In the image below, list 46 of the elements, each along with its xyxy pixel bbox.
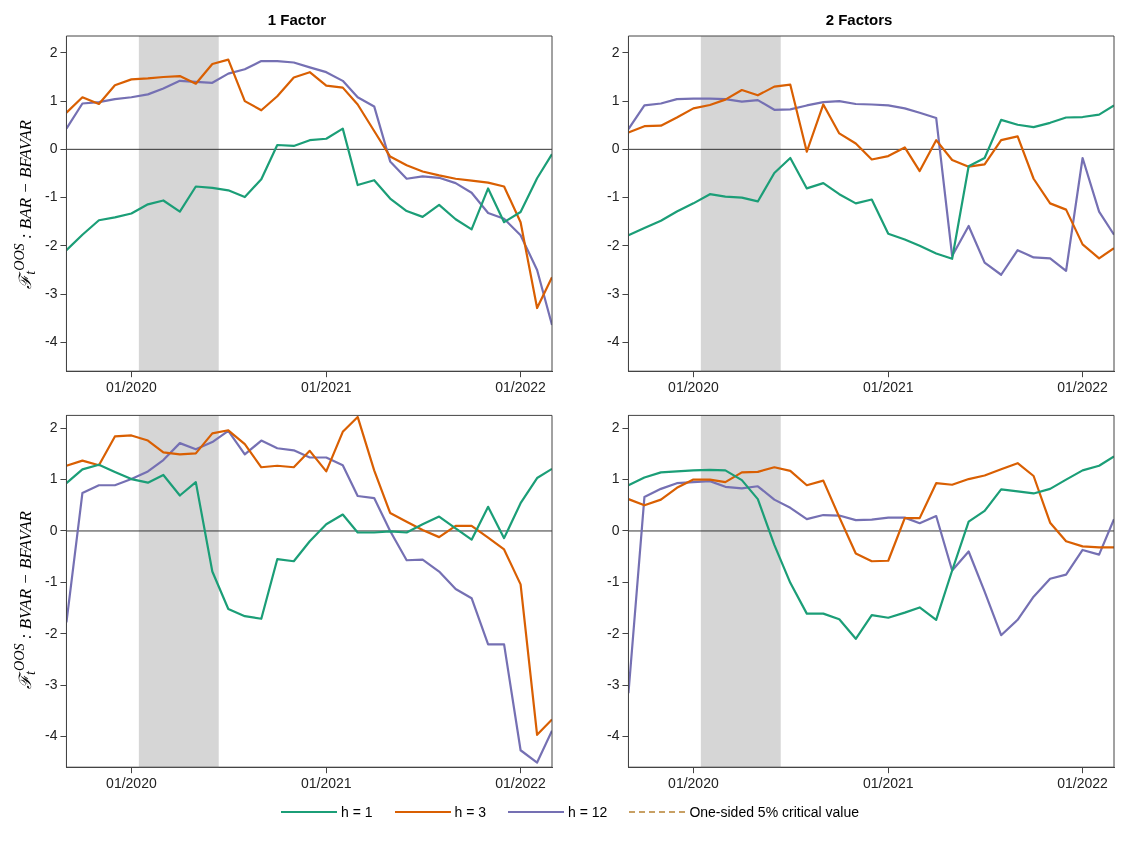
y-tick-label: 1 <box>611 470 620 487</box>
x-tick-label: 01/2022 <box>495 379 547 396</box>
x-tick-label: 01/2020 <box>106 775 157 792</box>
x-tick-label: 01/2021 <box>300 775 352 792</box>
y-tick-label: -2 <box>607 624 620 641</box>
legend-label: h = 1 <box>340 804 373 820</box>
x-tick-label: 01/2022 <box>495 775 547 792</box>
legend-label: h = 12 <box>568 804 608 820</box>
y-tick-label: -1 <box>45 188 58 205</box>
y-tick-label: -1 <box>45 573 58 590</box>
y-tick-label: -3 <box>607 675 620 692</box>
legend-label: One-sided 5% critical value <box>689 804 860 820</box>
y-tick-label: 2 <box>49 419 58 436</box>
y-tick-label: 0 <box>611 521 620 538</box>
y-tick-label: 2 <box>611 43 620 60</box>
y-tick-label: 1 <box>611 91 620 108</box>
x-tick-label: 01/2020 <box>668 379 719 396</box>
y-tick-label: -4 <box>607 727 620 744</box>
x-tick-label: 01/2021 <box>862 379 914 396</box>
chart-title: 1 Factor <box>267 11 327 29</box>
y-tick-label: -2 <box>45 236 58 253</box>
y-tick-label: -1 <box>607 188 620 205</box>
y-tick-label: 0 <box>49 521 58 538</box>
y-tick-label: 1 <box>49 91 58 108</box>
y-tick-label: -2 <box>45 624 58 641</box>
y-tick-label: -3 <box>607 284 620 301</box>
y-tick-label: -2 <box>607 236 620 253</box>
y-tick-label: -1 <box>607 573 620 590</box>
legend-label: h = 3 <box>454 804 487 820</box>
chart-title: 2 Factors <box>825 11 893 29</box>
y-tick-label: -3 <box>45 284 58 301</box>
y-tick-label: -4 <box>45 333 58 350</box>
y-tick-label: 0 <box>49 140 58 157</box>
y-tick-label: 0 <box>611 140 620 157</box>
y-tick-label: -4 <box>45 727 58 744</box>
x-tick-label: 01/2020 <box>668 775 719 792</box>
y-tick-label: -4 <box>607 333 620 350</box>
x-tick-label: 01/2020 <box>106 379 157 396</box>
y-tick-label: 2 <box>49 43 58 60</box>
y-tick-label: 1 <box>49 470 58 487</box>
x-tick-label: 01/2022 <box>1057 775 1109 792</box>
x-tick-label: 01/2021 <box>300 379 352 396</box>
x-tick-label: 01/2022 <box>1057 379 1109 396</box>
y-tick-label: 2 <box>611 419 620 436</box>
x-tick-label: 01/2021 <box>862 775 914 792</box>
y-tick-label: -3 <box>45 675 58 692</box>
